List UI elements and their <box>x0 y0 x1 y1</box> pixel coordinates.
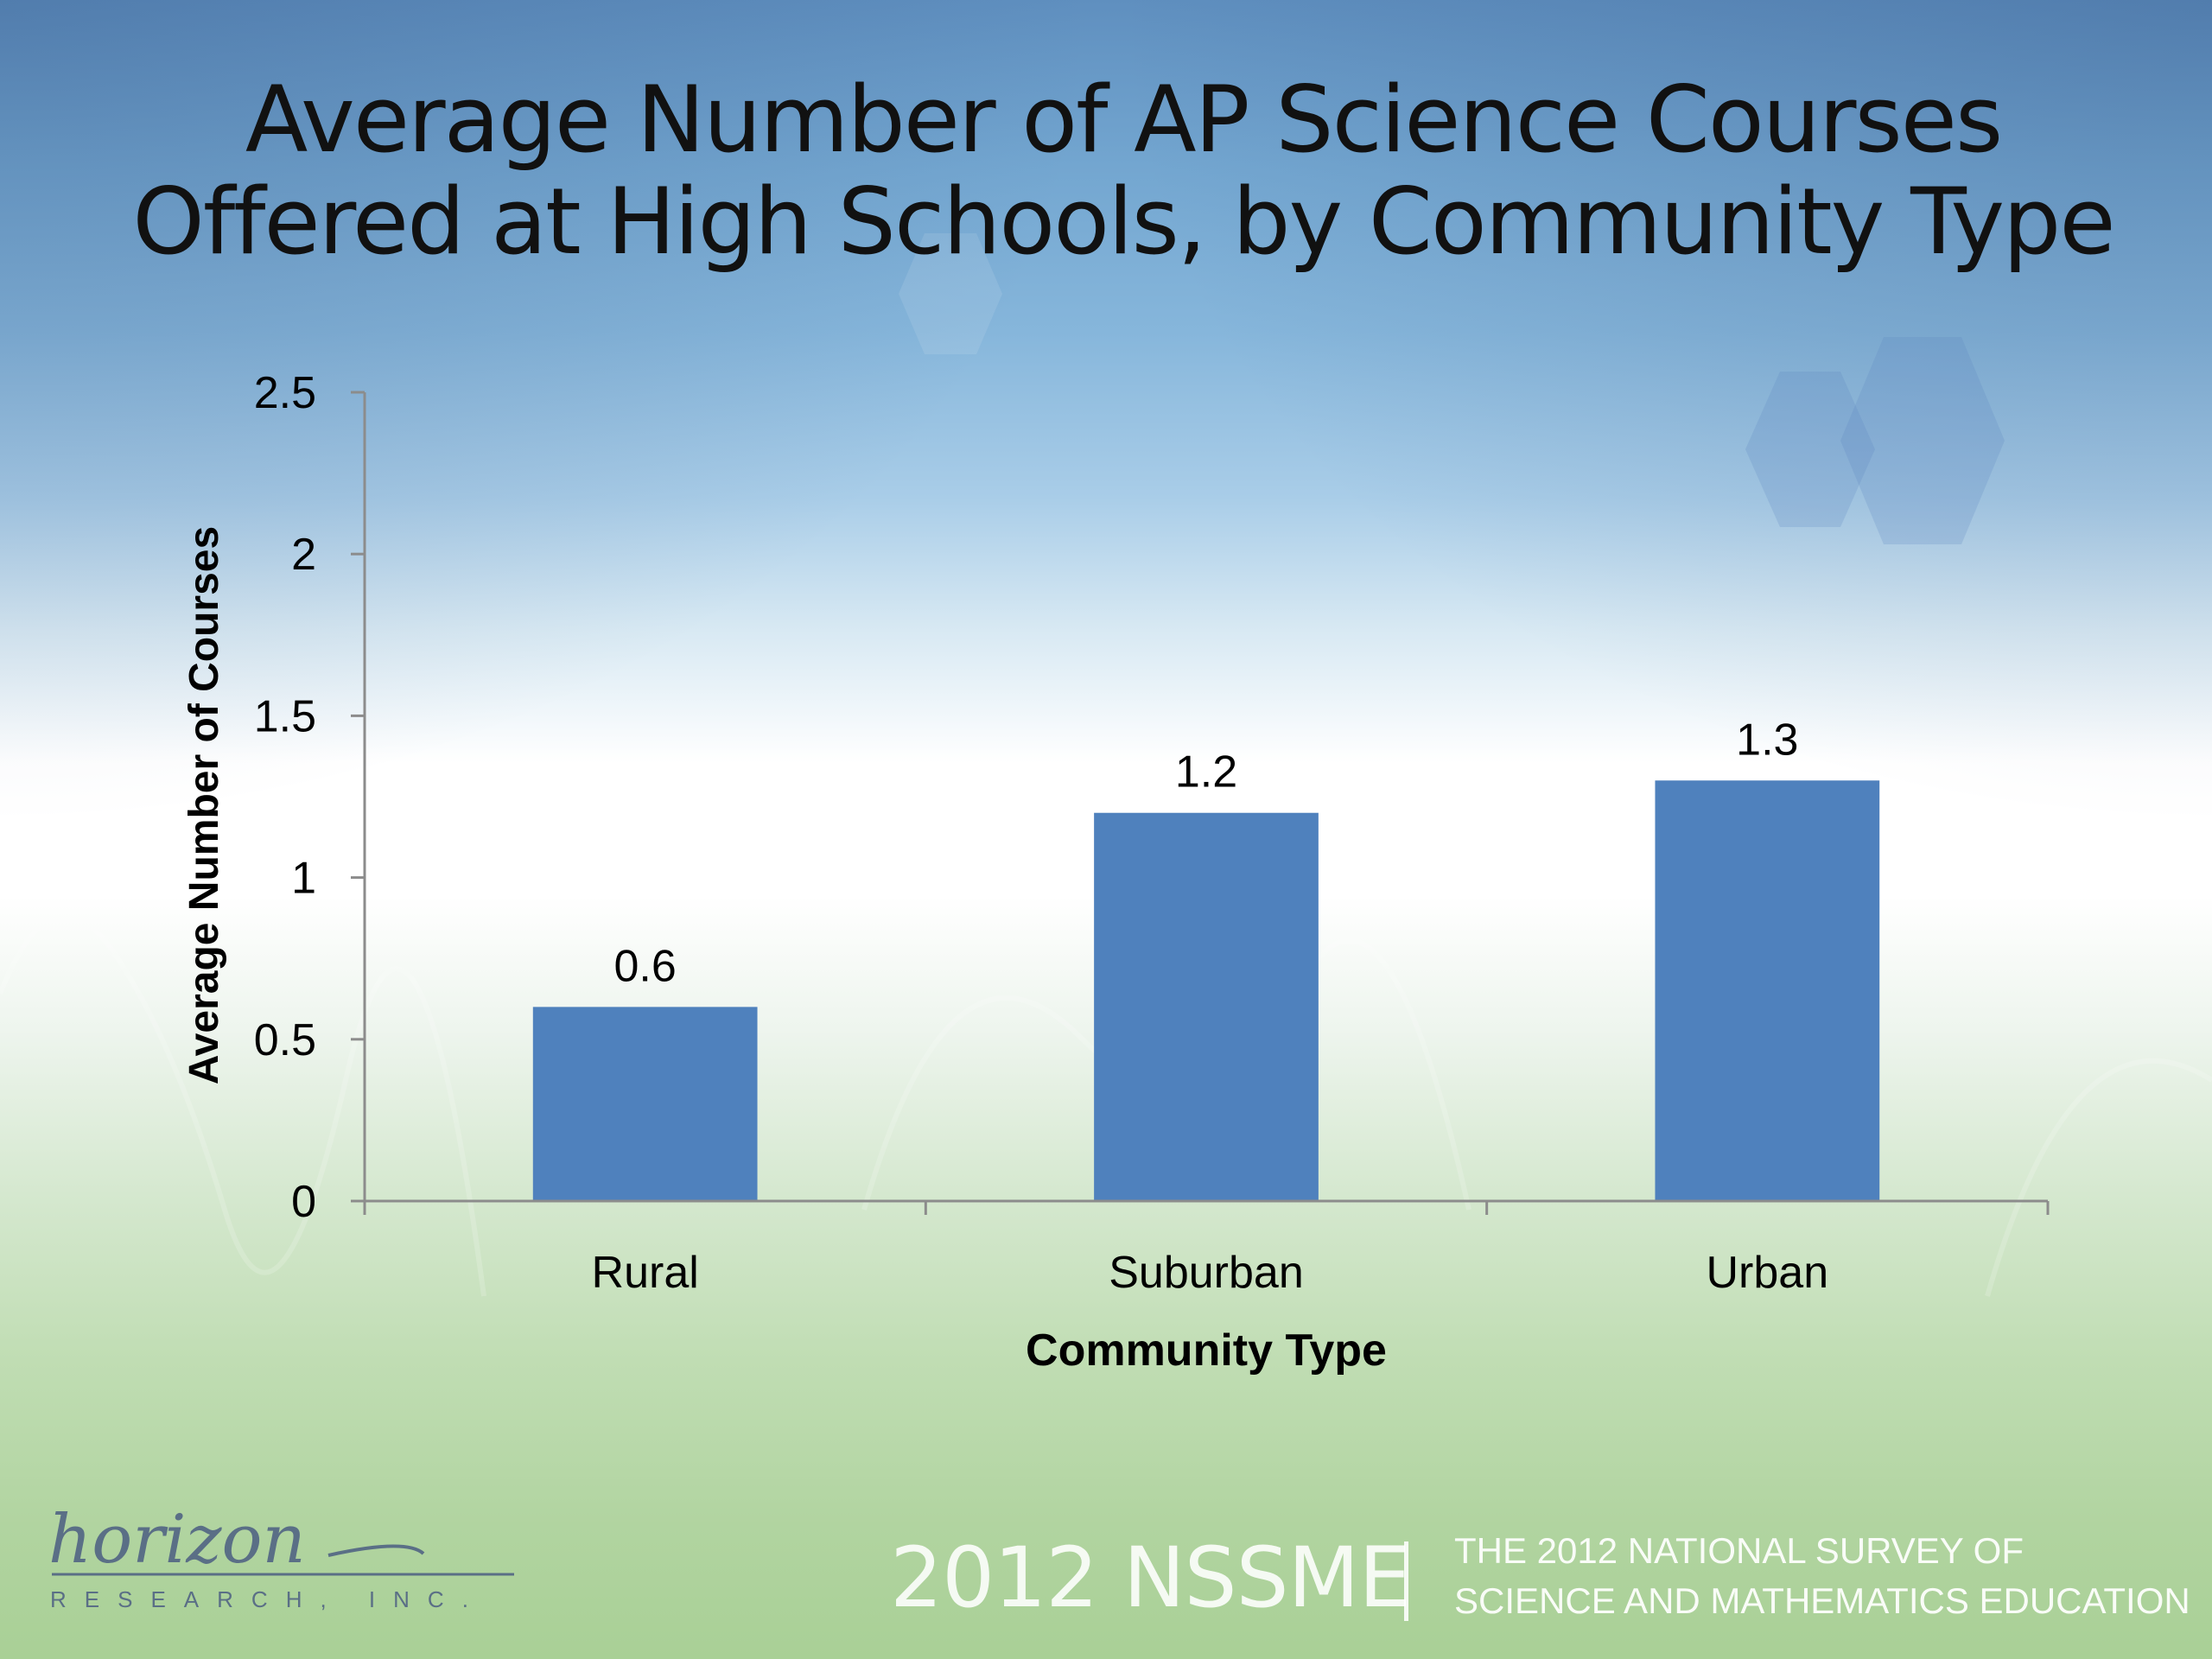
y-tick-label: 2 <box>291 530 316 580</box>
horizon-research-logo: horizon RESEARCH, INC. <box>48 1503 514 1612</box>
x-axis-title: Community Type <box>1026 1325 1387 1376</box>
nssme-footer-label: 2012 NSSME <box>890 1529 1411 1626</box>
bar-urban <box>1655 780 1880 1201</box>
slide-title: Average Number of AP Science Courses Off… <box>86 69 2160 273</box>
bar-suburban <box>1094 812 1319 1201</box>
y-tick-label: 0 <box>291 1177 316 1227</box>
x-tick-label: Urban <box>1707 1248 1829 1298</box>
y-tick-label: 0.5 <box>254 1015 316 1065</box>
x-tick-label: Rural <box>592 1248 699 1298</box>
y-tick-label: 2.5 <box>254 368 316 418</box>
logo-swash <box>327 1544 425 1557</box>
x-tick-label: Suburban <box>1109 1248 1304 1298</box>
data-label: 1.2 <box>1175 747 1237 798</box>
survey-name-line-1: THE 2012 NATIONAL SURVEY OF <box>1454 1530 2024 1571</box>
footer-divider <box>1404 1541 1408 1621</box>
y-tick-label: 1 <box>291 854 316 904</box>
y-axis-title: Average Number of Courses <box>181 526 227 1084</box>
bars: 0.6 Rural 1.2 Suburban 1.3 Urban <box>532 715 1880 1298</box>
data-label: 0.6 <box>614 941 677 991</box>
data-label: 1.3 <box>1736 715 1798 765</box>
title-line-2: Offered at High Schools, by Community Ty… <box>132 168 2115 275</box>
bar-rural <box>532 1007 758 1201</box>
logo-subtitle: RESEARCH, INC. <box>50 1586 486 1612</box>
logo-wordmark: horizon <box>48 1503 306 1579</box>
x-axis-ticks <box>363 1201 2050 1215</box>
survey-name: THE 2012 NATIONAL SURVEY OF SCIENCE AND … <box>1454 1526 2190 1626</box>
y-tick-label: 1.5 <box>254 691 316 741</box>
survey-name-line-2: SCIENCE AND MATHEMATICS EDUCATION <box>1454 1580 2190 1621</box>
y-axis-ticks: 0 0.5 1 1.5 2 2.5 <box>254 368 365 1227</box>
title-line-1: Average Number of AP Science Courses <box>245 67 2003 173</box>
